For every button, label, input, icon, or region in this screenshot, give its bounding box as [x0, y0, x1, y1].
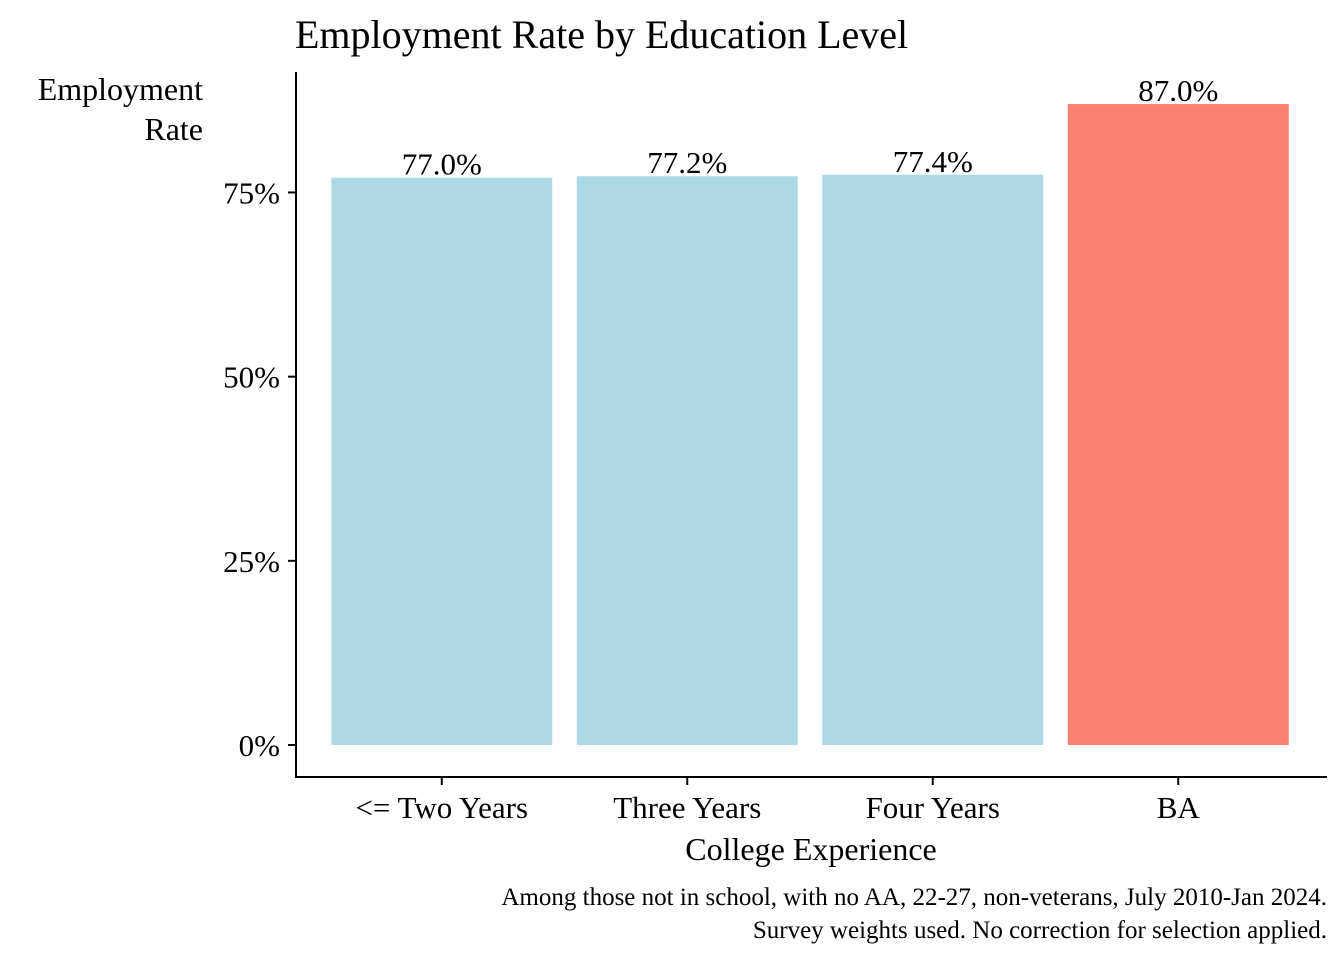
data-label-4: 87.0%: [1138, 73, 1218, 108]
data-label-1: 77.0%: [402, 147, 482, 182]
y-tick-label-4: 75%: [223, 175, 280, 210]
chart-title: Employment Rate by Education Level: [295, 12, 908, 57]
y-tick-label-1: 0%: [239, 728, 280, 763]
y-axis-ticks: 0% 25% 50% 75%: [223, 175, 296, 763]
x-axis-ticks: <= Two Years Three Years Four Years BA: [355, 777, 1200, 825]
bar-group: [331, 104, 1289, 746]
x-axis-label: College Experience: [685, 831, 936, 867]
x-tick-label-2: Three Years: [613, 790, 761, 825]
data-label-2: 77.2%: [647, 145, 727, 180]
x-tick-label-3: Four Years: [866, 790, 1000, 825]
caption-line-1: Among those not in school, with no AA, 2…: [501, 884, 1327, 911]
bar-1: [331, 177, 553, 745]
bar-3: [822, 174, 1044, 746]
bar-2: [576, 176, 798, 746]
data-label-group: 77.0% 77.2% 77.4% 87.0%: [402, 73, 1219, 182]
caption-line-2: Survey weights used. No correction for s…: [753, 917, 1327, 944]
y-axis-label-line-2: Rate: [144, 111, 203, 147]
x-tick-label-1: <= Two Years: [355, 790, 528, 825]
y-tick-label-3: 50%: [223, 360, 280, 395]
bar-4: [1067, 104, 1289, 746]
data-label-3: 77.4%: [893, 144, 973, 179]
x-tick-label-4: BA: [1157, 790, 1201, 825]
y-tick-label-2: 25%: [223, 544, 280, 579]
y-axis-label-line-1: Employment: [38, 71, 203, 107]
